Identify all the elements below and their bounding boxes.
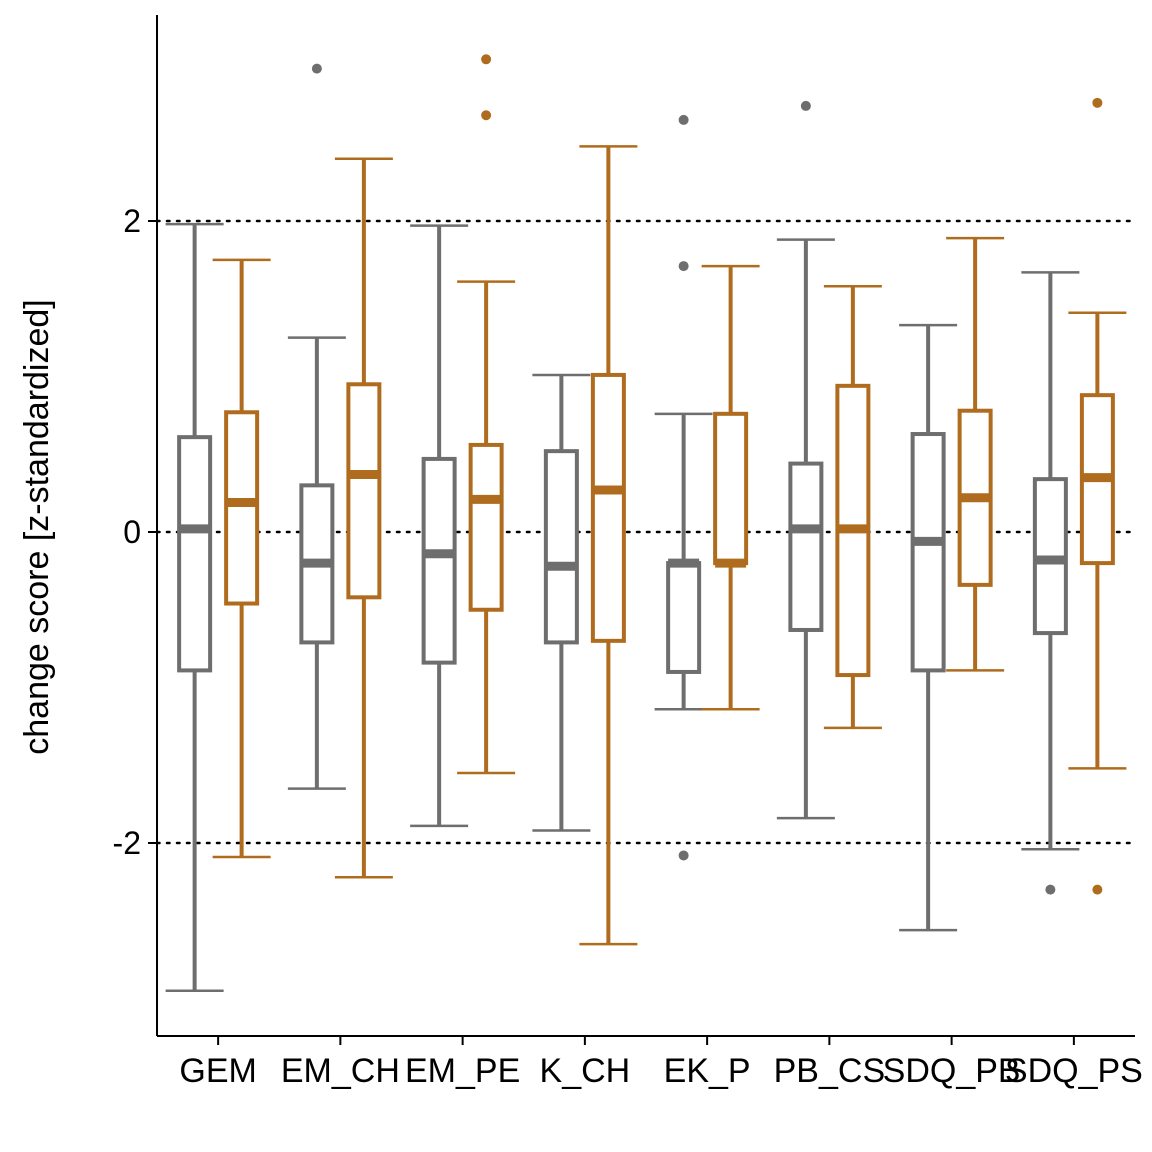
box bbox=[468, 442, 504, 612]
box bbox=[177, 435, 213, 673]
box-group bbox=[654, 114, 713, 861]
outlier-point bbox=[311, 63, 322, 74]
box-group bbox=[165, 222, 224, 992]
x-tick-label: SDQ_PS bbox=[1005, 1052, 1143, 1090]
x-tick-label: K_CH bbox=[540, 1052, 631, 1090]
outlier-point bbox=[678, 114, 689, 125]
y-tick-label: 2 bbox=[123, 203, 141, 239]
box bbox=[910, 432, 946, 673]
outlier-point bbox=[481, 110, 492, 121]
outlier-point bbox=[481, 54, 492, 65]
x-tick-label: SDQ_PB bbox=[883, 1052, 1021, 1090]
box-groups bbox=[165, 54, 1127, 992]
box-group bbox=[579, 145, 638, 946]
outlier-point bbox=[678, 261, 689, 272]
box-group bbox=[532, 373, 591, 832]
x-tick-label: EK_P bbox=[664, 1052, 751, 1090]
x-tick-label: EM_CH bbox=[281, 1052, 400, 1090]
y-tick-label: -2 bbox=[113, 825, 141, 861]
outlier-point bbox=[678, 850, 689, 861]
box-group bbox=[776, 100, 835, 820]
x-tick-label: GEM bbox=[179, 1052, 256, 1090]
box bbox=[666, 561, 702, 674]
y-ticks: -2 0 2 bbox=[113, 203, 157, 861]
box-group bbox=[212, 258, 271, 859]
box-group bbox=[1068, 97, 1127, 895]
box bbox=[421, 456, 457, 665]
outlier-point bbox=[1092, 884, 1103, 895]
x-tick-label: PB_CS bbox=[774, 1052, 886, 1090]
box-group bbox=[946, 236, 1005, 672]
y-tick-label: 0 bbox=[123, 514, 141, 550]
box bbox=[788, 461, 824, 632]
box bbox=[543, 449, 579, 645]
box-group bbox=[823, 285, 882, 730]
box bbox=[590, 372, 626, 643]
box bbox=[346, 382, 382, 600]
box-group bbox=[334, 157, 393, 879]
box-group bbox=[1021, 271, 1080, 895]
box-group bbox=[410, 224, 469, 828]
axes bbox=[156, 15, 1135, 1037]
outlier-point bbox=[1045, 884, 1056, 895]
box-group bbox=[457, 54, 516, 775]
box-group bbox=[287, 63, 346, 790]
x-tick-label: EM_PE bbox=[405, 1052, 520, 1090]
box bbox=[713, 411, 749, 566]
y-axis-title: change score [z-standardized] bbox=[18, 299, 56, 754]
outlier-point bbox=[800, 100, 811, 111]
box-group bbox=[701, 264, 760, 711]
box bbox=[224, 410, 260, 606]
box-group bbox=[899, 323, 958, 932]
outlier-point bbox=[1092, 97, 1103, 108]
